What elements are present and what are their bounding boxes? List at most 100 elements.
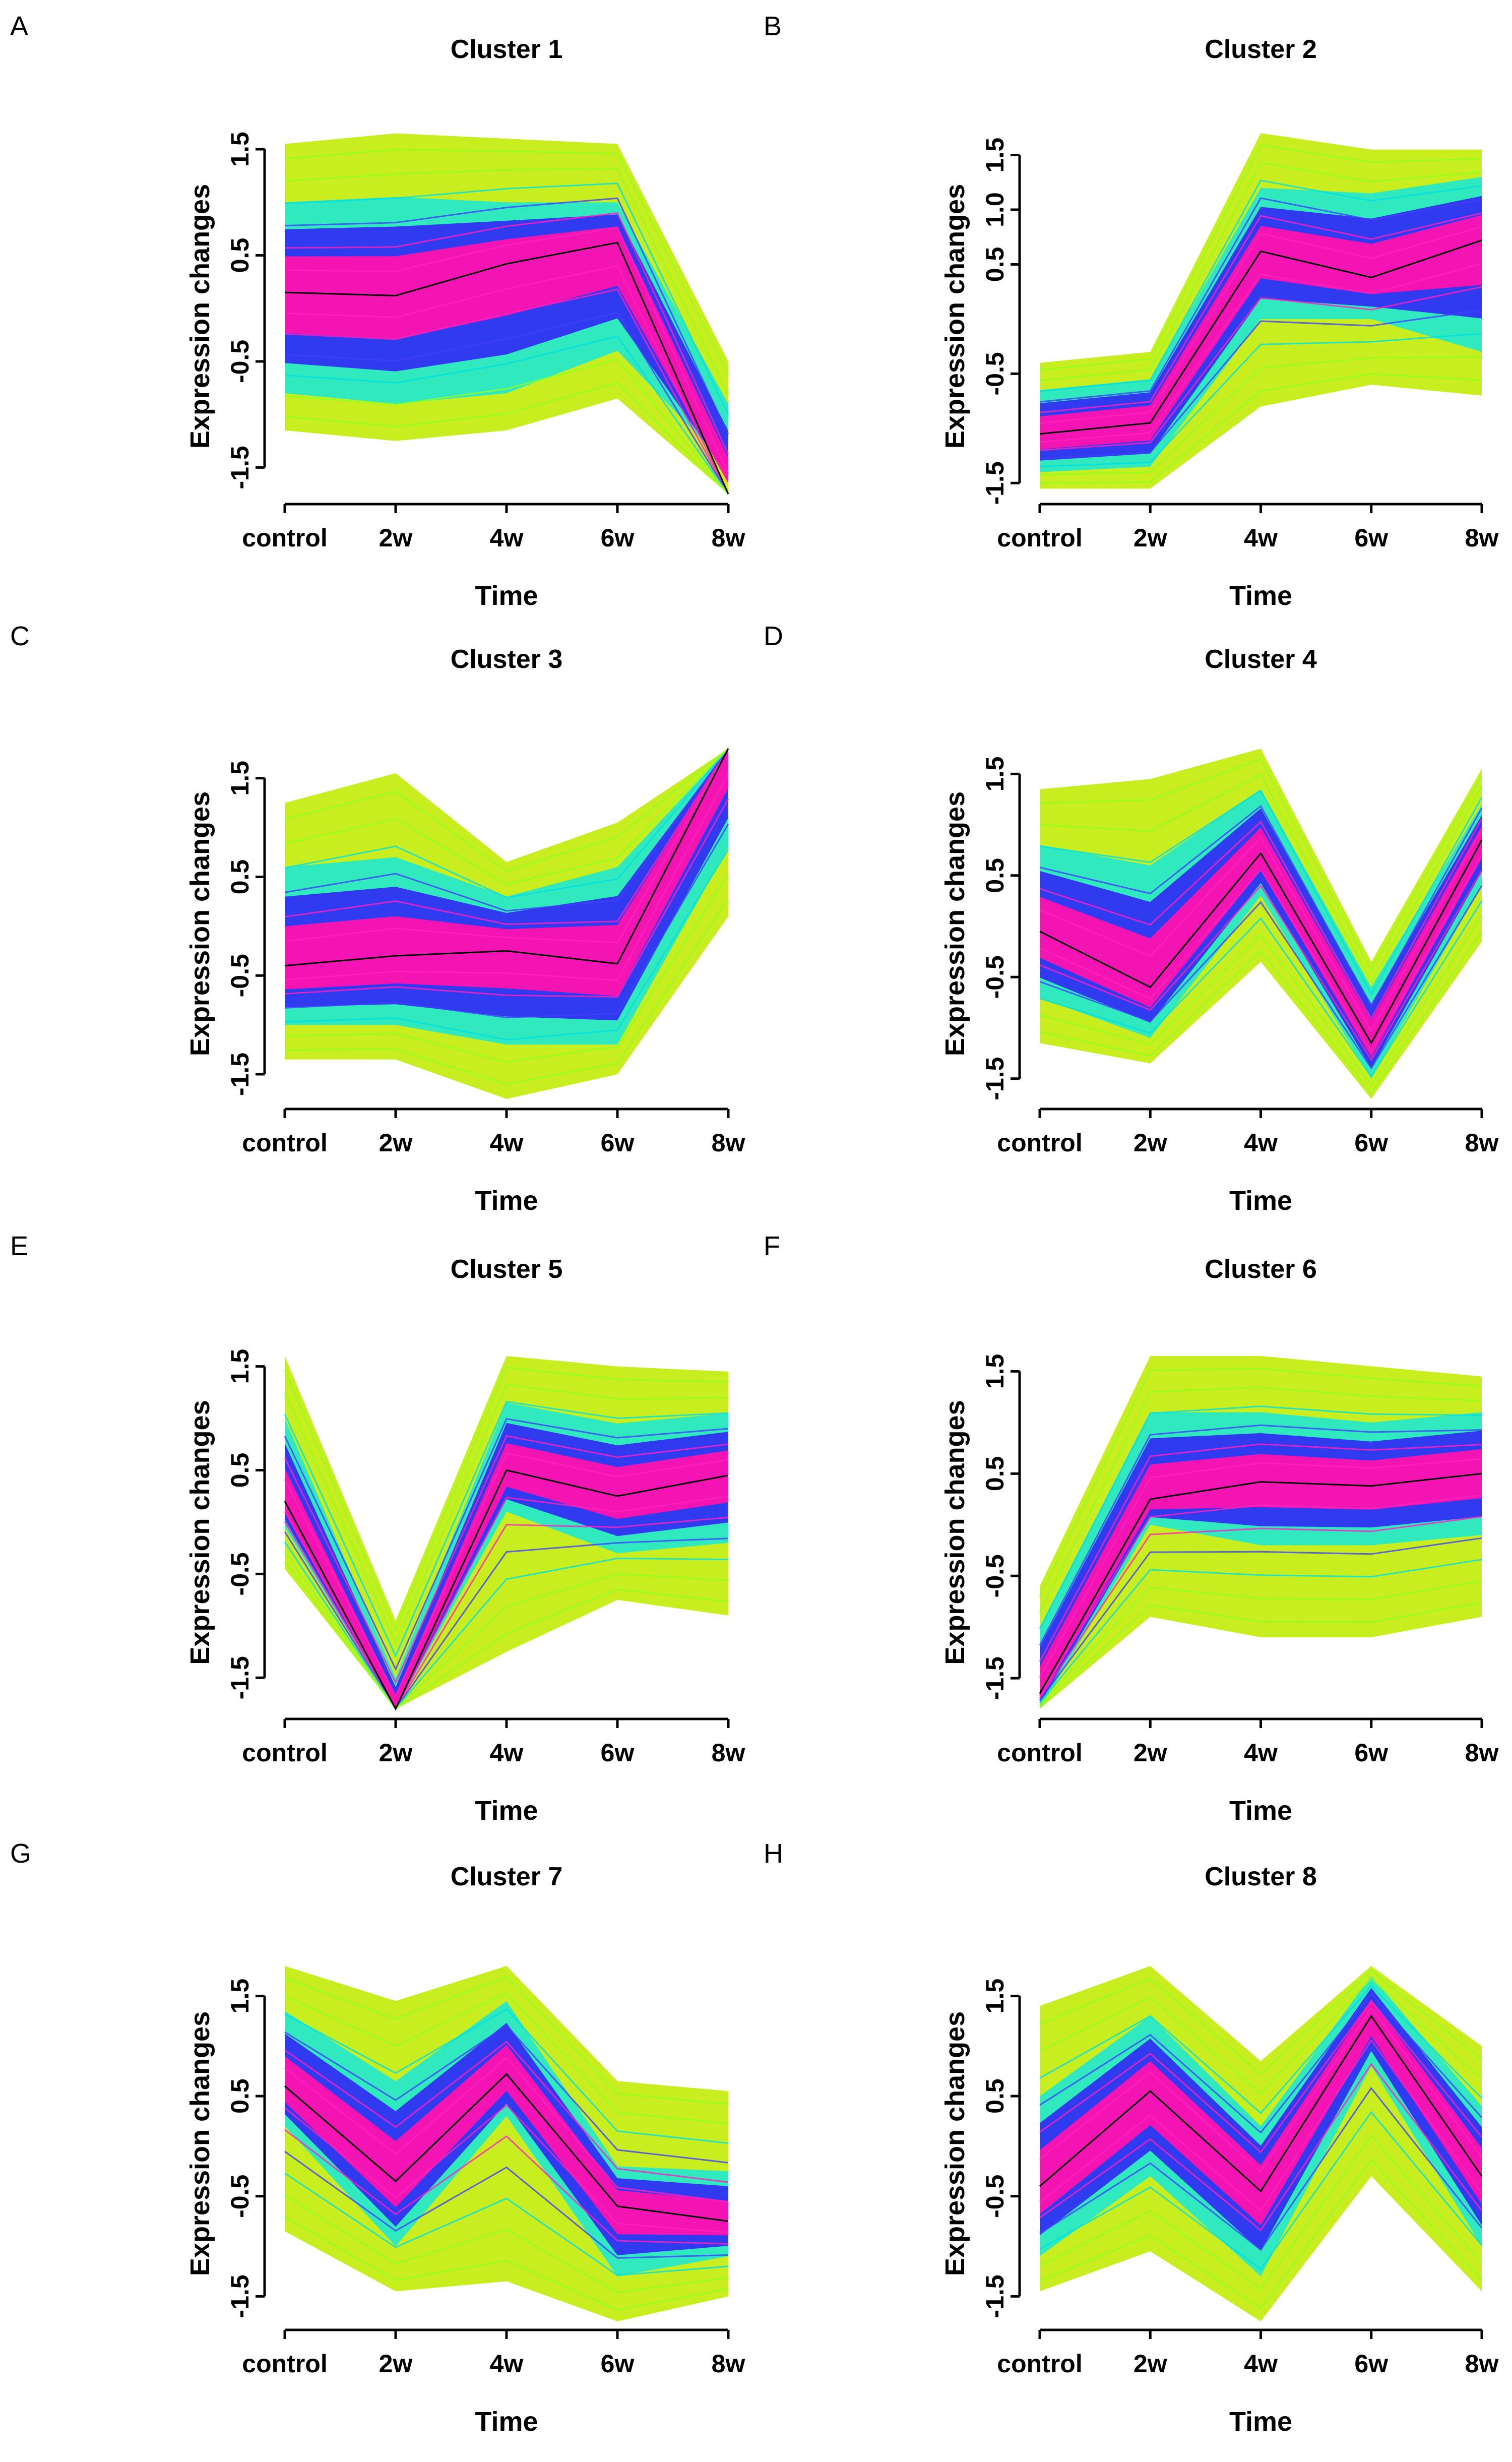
profile-line bbox=[1039, 805, 1483, 1008]
profile-band-center bbox=[1040, 2000, 1482, 2226]
x-tick-label: control bbox=[997, 1129, 1082, 1157]
profile-line bbox=[284, 335, 729, 495]
profile-line bbox=[284, 2104, 729, 2234]
profile-line bbox=[284, 824, 729, 1019]
mean-profile-line bbox=[284, 241, 729, 495]
panel-letter: B bbox=[764, 11, 782, 41]
x-tick-label: 8w bbox=[712, 1739, 745, 1767]
x-tick-label: control bbox=[997, 1739, 1082, 1767]
profile-line bbox=[284, 2057, 729, 2203]
profile-line bbox=[284, 182, 729, 415]
x-axis-label: Time bbox=[1229, 581, 1292, 611]
panel-letter: E bbox=[10, 1231, 28, 1261]
y-tick-label: 1.5 bbox=[981, 138, 1009, 173]
y-tick-label: 1.0 bbox=[981, 192, 1009, 227]
chart-title: Cluster 6 bbox=[1205, 1255, 1317, 1284]
x-axis-label: Time bbox=[475, 2407, 538, 2437]
profile-line bbox=[1039, 309, 1482, 459]
profile-line bbox=[284, 1531, 729, 1710]
x-tick-label: 2w bbox=[1133, 524, 1167, 552]
profile-line bbox=[284, 1541, 729, 1710]
x-tick-label: 6w bbox=[601, 1739, 635, 1767]
y-axis-label: Expression changes bbox=[185, 184, 215, 449]
profile-line bbox=[284, 748, 729, 944]
x-tick-label: 6w bbox=[601, 524, 635, 552]
profile-line bbox=[284, 2024, 729, 2164]
y-tick-label: -0.5 bbox=[981, 955, 1009, 999]
x-axis-label: Time bbox=[475, 1186, 538, 1216]
y-tick-label: -1.5 bbox=[226, 1656, 254, 1699]
y-tick-label: -0.5 bbox=[226, 340, 254, 383]
y-tick-label: 0.5 bbox=[226, 859, 254, 895]
profile-line bbox=[1039, 1443, 1482, 1662]
profile-line bbox=[284, 1366, 729, 1632]
x-tick-label: 8w bbox=[1465, 2350, 1499, 2378]
profile-line bbox=[1039, 263, 1482, 443]
x-tick-label: 2w bbox=[1133, 1739, 1167, 1767]
profile-line bbox=[1039, 854, 1483, 1053]
profile-line bbox=[1039, 197, 1482, 403]
profile-line bbox=[284, 899, 729, 1085]
panel-letter: F bbox=[764, 1231, 780, 1261]
x-tick-label: 2w bbox=[379, 1739, 413, 1767]
y-tick-label: 1.5 bbox=[981, 757, 1009, 792]
profile-line bbox=[284, 288, 729, 495]
profile-line bbox=[1039, 2039, 1483, 2212]
x-tick-label: control bbox=[242, 1129, 327, 1157]
profile-line bbox=[1039, 1516, 1482, 1699]
y-tick-label: 0.5 bbox=[226, 2078, 254, 2114]
x-tick-label: 8w bbox=[1465, 524, 1499, 552]
profile-line bbox=[1039, 2086, 1483, 2251]
x-tick-label: 4w bbox=[490, 524, 524, 552]
y-axis-label: Expression changes bbox=[185, 2011, 215, 2276]
profile-band-center bbox=[285, 226, 728, 483]
profile-line bbox=[284, 149, 729, 375]
profile-line bbox=[284, 2041, 729, 2183]
profile-line bbox=[284, 197, 729, 435]
profile-line bbox=[1039, 1458, 1482, 1678]
profile-line bbox=[284, 1418, 729, 1671]
profile-line bbox=[284, 773, 729, 981]
profile-line bbox=[1039, 1992, 1483, 2134]
x-tick-label: 6w bbox=[1354, 1739, 1388, 1767]
profile-line bbox=[1039, 931, 1483, 1095]
y-tick-label: 0.5 bbox=[981, 1456, 1009, 1492]
panel-a: A Cluster 1 -1.5 -0.5 0.5 1.5 Expression chang… bbox=[10, 11, 745, 611]
profile-line bbox=[284, 1561, 729, 1710]
profile-line bbox=[1039, 162, 1482, 382]
profile-line bbox=[284, 212, 729, 455]
profile-line bbox=[1039, 2063, 1483, 2232]
x-tick-label: control bbox=[997, 2350, 1082, 2378]
profile-line bbox=[1039, 1969, 1482, 2075]
y-axis-label: Expression changes bbox=[185, 1400, 215, 1665]
profile-line bbox=[1039, 226, 1482, 424]
y-tick-label: 1.5 bbox=[226, 1349, 254, 1384]
profile-line bbox=[1039, 773, 1483, 984]
x-tick-label: 2w bbox=[1133, 1129, 1167, 1157]
profile-line bbox=[284, 748, 729, 885]
profile-line bbox=[284, 874, 729, 1063]
x-tick-label: 2w bbox=[1133, 2350, 1167, 2378]
mean-profile-line bbox=[1039, 2014, 1483, 2193]
panel-letter: C bbox=[10, 621, 30, 651]
profile-line bbox=[284, 748, 729, 872]
profile-line bbox=[284, 848, 729, 1041]
x-tick-label: 4w bbox=[490, 1739, 524, 1767]
profile-line bbox=[284, 382, 729, 495]
chart-title: Cluster 3 bbox=[451, 645, 563, 674]
chart-title: Cluster 8 bbox=[1205, 1862, 1317, 1891]
x-tick-label: 2w bbox=[379, 2350, 413, 2378]
profile-line bbox=[284, 1516, 729, 1710]
x-tick-label: 6w bbox=[1354, 2350, 1388, 2378]
mean-profile-line bbox=[1039, 1472, 1482, 1694]
mean-profile-line bbox=[284, 748, 729, 967]
profile-line bbox=[284, 358, 729, 495]
profile-line bbox=[1039, 870, 1483, 1062]
profile-line bbox=[1039, 373, 1482, 484]
y-tick-label: -1.5 bbox=[226, 1053, 254, 1096]
chart-title: Cluster 4 bbox=[1205, 645, 1317, 674]
profile-band-center bbox=[285, 1443, 728, 1709]
profile-line bbox=[1039, 1602, 1482, 1708]
profile-line bbox=[1039, 1977, 1483, 2095]
y-tick-label: -0.5 bbox=[226, 954, 254, 997]
